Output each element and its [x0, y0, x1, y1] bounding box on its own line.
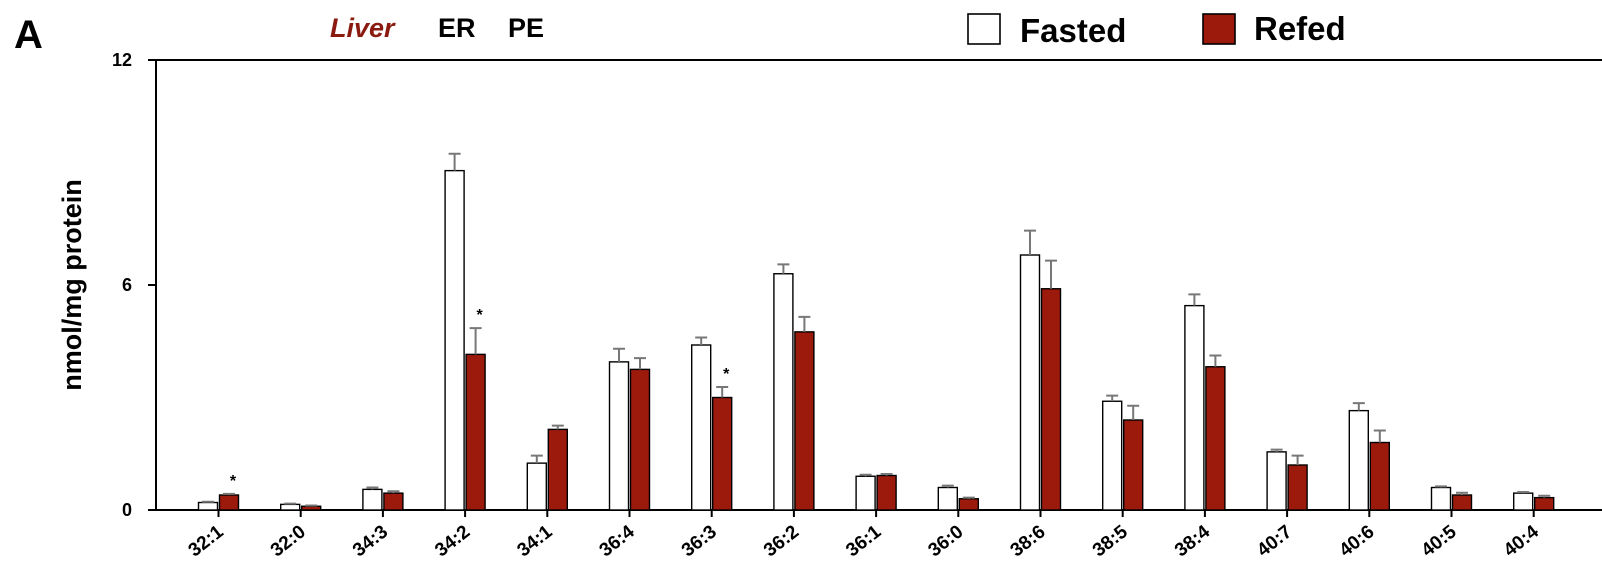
x-tick-label: 34:3: [349, 521, 392, 561]
significance-marks: * * *: [230, 307, 730, 490]
x-tick-label: 40:7: [1253, 521, 1296, 561]
legend-swatch-fasted: [967, 13, 1001, 45]
y-tick-label: 0: [122, 500, 132, 520]
bar-refed-32-0: [301, 505, 322, 511]
bar-refed-40-6: [1369, 441, 1391, 511]
x-tick-label: 36:3: [678, 521, 721, 561]
bars: [197, 152, 1555, 511]
bar-refed-40-4: [1533, 496, 1555, 511]
bar-fasted-38-6: [1019, 254, 1041, 511]
bar-refed-36-0: [958, 498, 979, 511]
x-tick-label: 36:4: [596, 521, 639, 561]
bar-refed-34-3: [383, 492, 404, 511]
bar-refed-38-6: [1040, 288, 1062, 511]
bar-fasted-38-5: [1101, 400, 1123, 511]
bar-refed-40-5: [1451, 494, 1473, 511]
x-tick-label: 40:4: [1500, 521, 1543, 561]
bar-fasted-40-7: [1266, 451, 1287, 511]
bar-fasted-40-6: [1348, 409, 1370, 511]
significance-asterisk: *: [230, 473, 237, 490]
panel-label: A: [14, 13, 43, 57]
x-tick-label: 36:1: [842, 521, 885, 561]
bar-fasted-40-4: [1512, 492, 1534, 511]
x-tick-label: 32:0: [267, 521, 310, 561]
bar-refed-36-1: [876, 474, 897, 511]
significance-asterisk: *: [723, 366, 730, 383]
bar-refed-36-2: [794, 331, 815, 511]
y-axis-label: nmol/mg protein: [57, 179, 87, 391]
y-tick-label: 6: [122, 275, 132, 295]
bar-fasted-40-5: [1430, 486, 1452, 511]
x-tick-label: 34:1: [513, 521, 556, 561]
bar-refed-38-5: [1122, 419, 1144, 511]
bar-refed-36-3: [712, 396, 733, 511]
title-lipid-class: PE: [508, 13, 544, 43]
x-tick-label: 40:5: [1418, 521, 1461, 561]
legend-label-fasted: Fasted: [1020, 12, 1126, 49]
title-compartment: ER: [438, 13, 476, 43]
x-tick-labels: 32:1 32:0 34:3 34:2 34:1 36:4 36:3 36:2 36:1 36:0…: [185, 510, 1543, 561]
chart-title: Liver ER PE: [330, 13, 544, 43]
bar-refed-34-1: [547, 428, 568, 511]
bar-fasted-32-1: [197, 501, 219, 511]
x-tick-label: 36:0: [924, 521, 967, 561]
bar-fasted-36-3: [691, 344, 712, 511]
bar-fasted-34-2: [444, 169, 465, 511]
bar-fasted-38-4: [1184, 304, 1205, 511]
x-tick-label: 38:5: [1089, 521, 1132, 561]
x-tick-label: 38:4: [1171, 521, 1214, 561]
y-ticks: 0 6 12: [112, 50, 156, 520]
x-tick-label: 38:6: [1007, 521, 1050, 561]
bar-fasted-32-0: [280, 503, 301, 511]
bar-fasted-36-4: [608, 361, 630, 511]
legend-label-refed: Refed: [1254, 10, 1346, 47]
bar-refed-32-1: [218, 494, 240, 511]
bar-fasted-36-0: [937, 486, 958, 511]
x-tick-label: 40:6: [1335, 521, 1378, 561]
bar-refed-34-2: [465, 353, 486, 511]
bar-fasted-36-2: [773, 273, 794, 511]
x-tick-label: 36:2: [760, 521, 803, 561]
x-tick-label: 34:2: [431, 521, 474, 561]
bar-refed-40-7: [1287, 464, 1308, 511]
bar-refed-36-4: [629, 368, 651, 511]
bar-fasted-34-3: [362, 488, 383, 511]
significance-asterisk: *: [476, 307, 483, 324]
bar-refed-38-4: [1205, 366, 1226, 511]
bar-fasted-34-1: [526, 462, 547, 511]
y-tick-label: 12: [112, 50, 132, 70]
bar-fasted-36-1: [855, 475, 876, 511]
legend-swatch-refed: [1202, 13, 1236, 45]
x-tick-label: 32:1: [185, 521, 228, 561]
legend: Fasted Refed: [967, 10, 1346, 49]
title-tissue: Liver: [330, 13, 396, 43]
